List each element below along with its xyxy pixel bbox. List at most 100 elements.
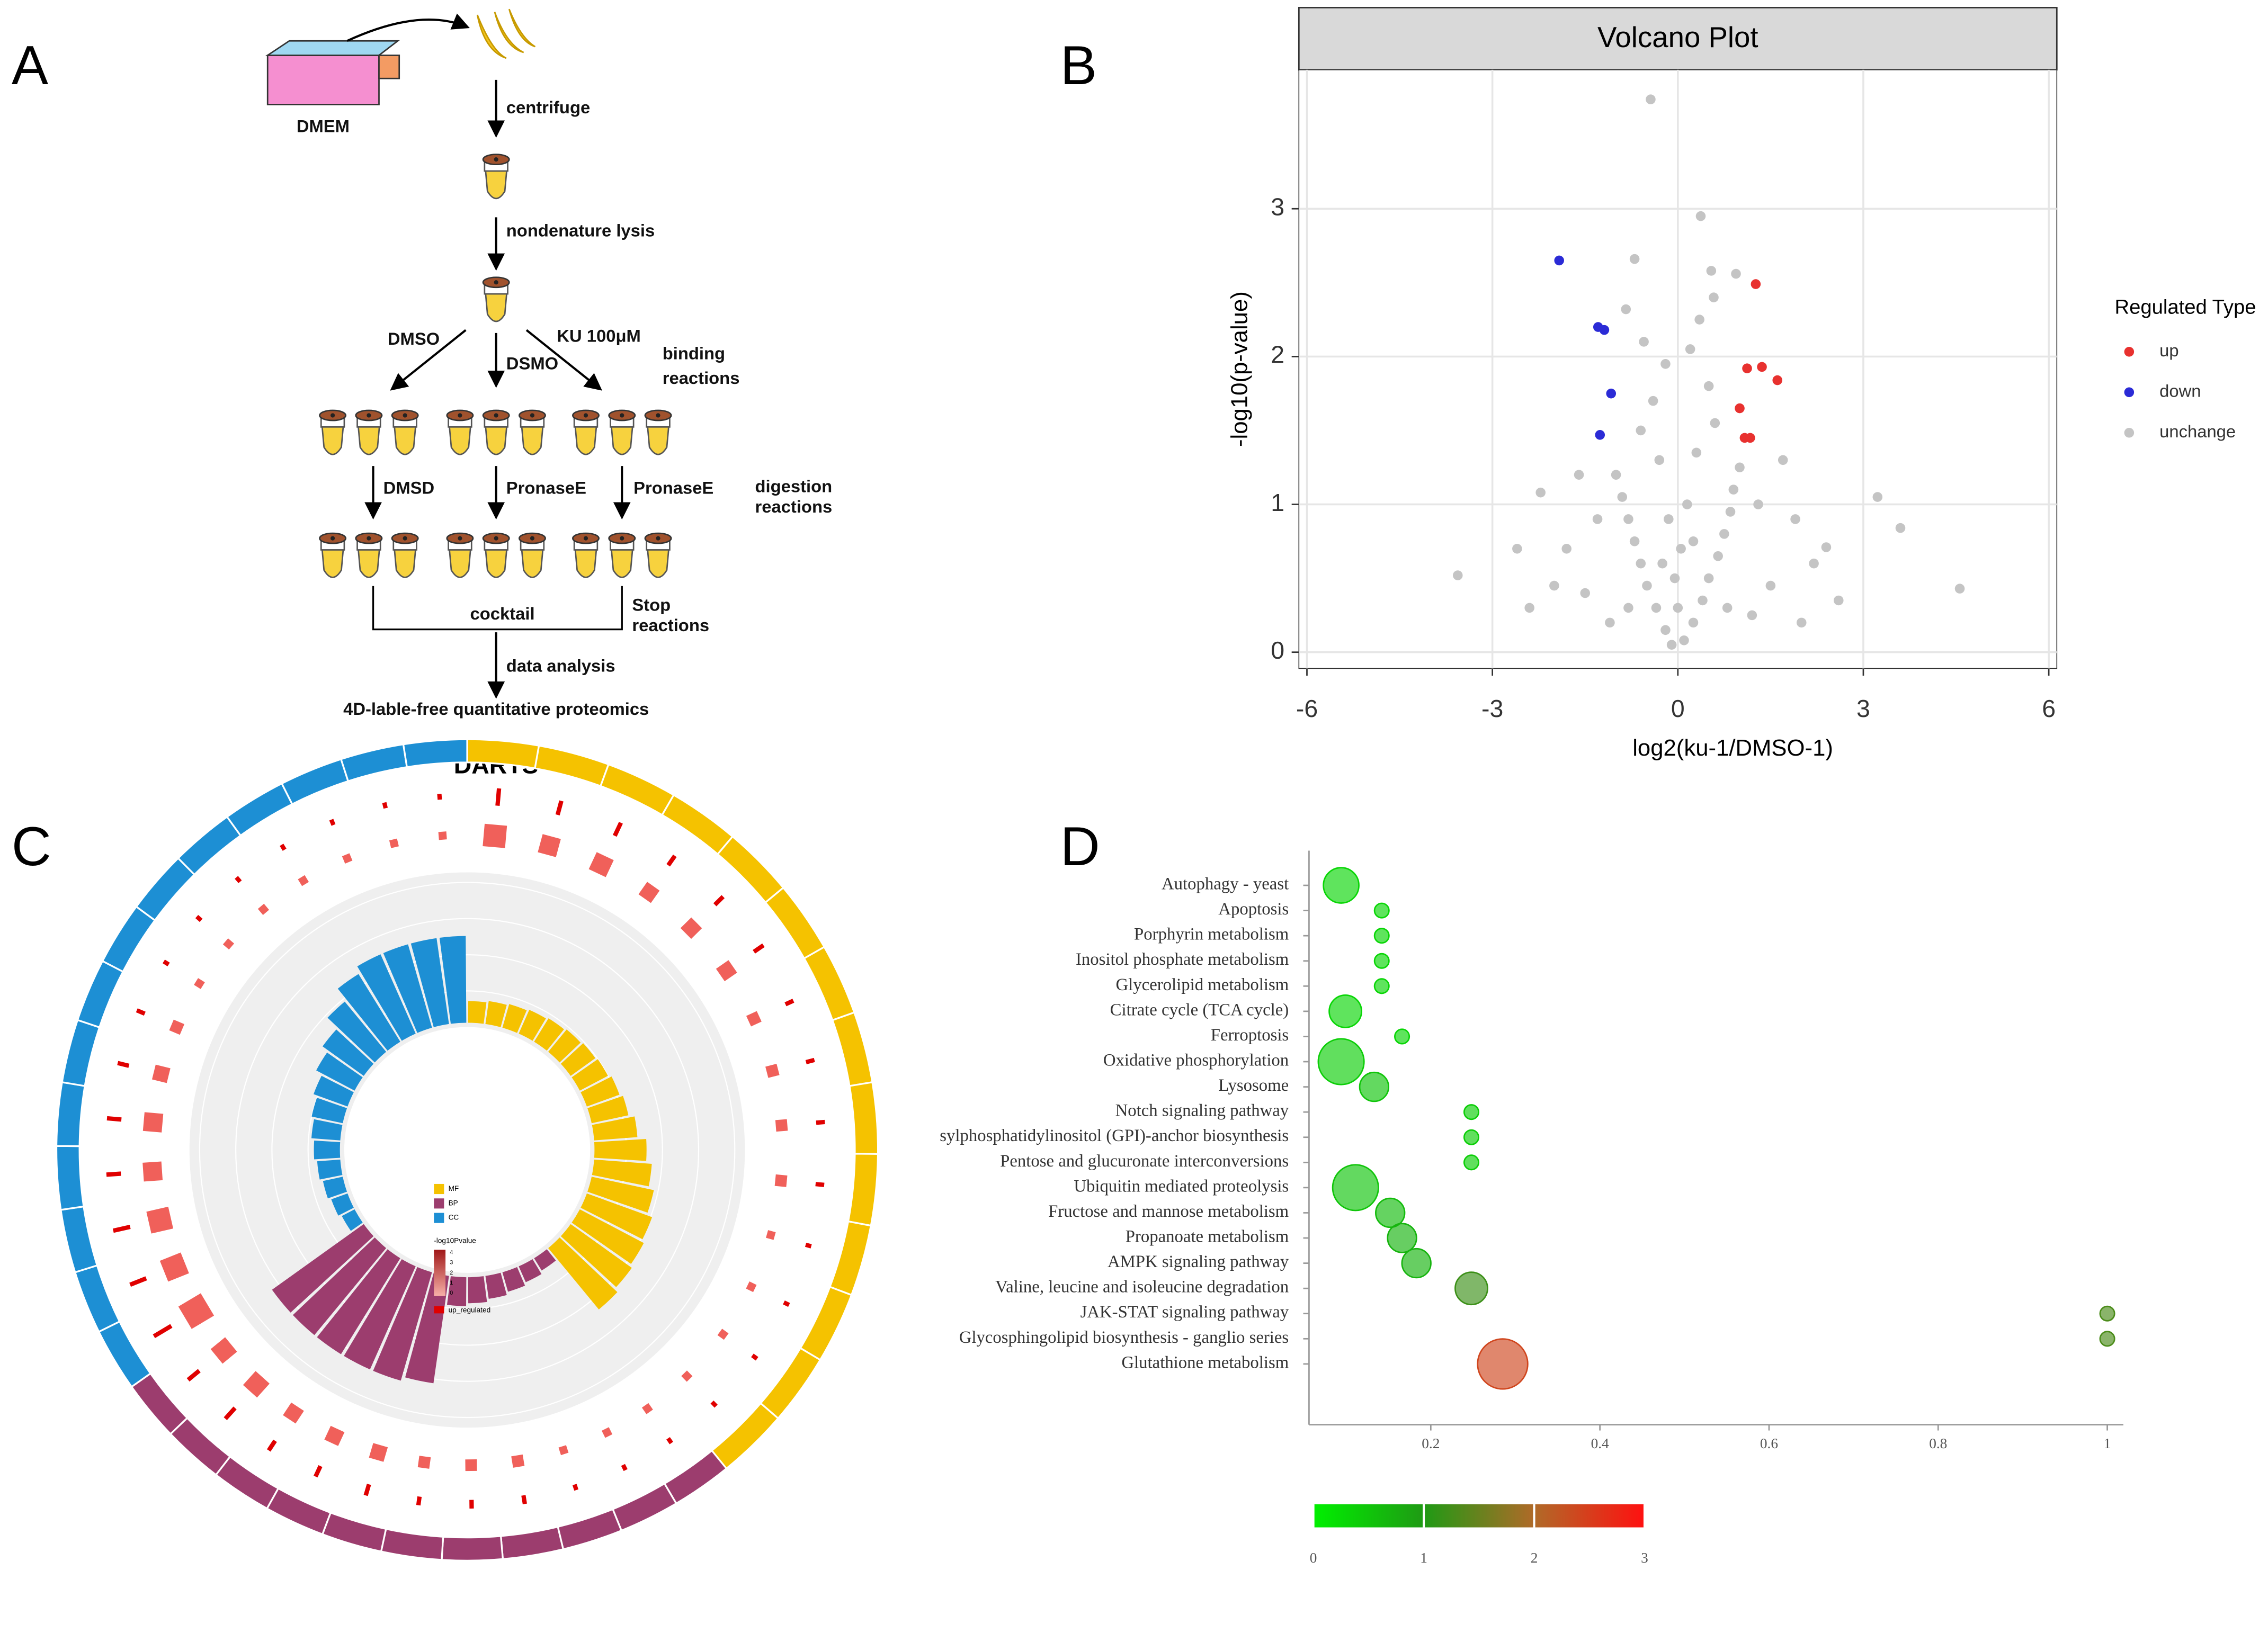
x-tick-label: 6 [2042, 695, 2056, 722]
point [1611, 470, 1621, 480]
point [1751, 279, 1761, 289]
count-mark [469, 1500, 474, 1509]
point [1580, 588, 1591, 598]
scale-tick-label: 1 [450, 1280, 453, 1286]
outer-segment [764, 886, 826, 960]
legend-swatch [434, 1306, 444, 1314]
outer-segment [74, 1264, 121, 1333]
outer-segment [803, 946, 855, 1021]
bar [447, 1276, 467, 1306]
y-tick-label: Glutathione metabolism [1121, 1353, 1289, 1372]
point [1646, 94, 1656, 104]
chart-title: Volcano Plot [1597, 21, 1758, 53]
outer-segment [849, 1081, 879, 1155]
bubble [1317, 1038, 1365, 1085]
tube-dot [656, 536, 660, 541]
legend-swatch [2124, 427, 2135, 438]
y-tick-label: Autophagy - yeast [1162, 875, 1289, 894]
bubble [1323, 867, 1360, 904]
bar [314, 1075, 354, 1107]
bubble [1394, 1028, 1410, 1045]
up-mark [257, 903, 270, 915]
outer-segment [716, 835, 785, 904]
up-mark [417, 1456, 431, 1469]
y-tick-label: Citrate cycle (TCA cycle) [1110, 1000, 1289, 1019]
count-mark [815, 1182, 825, 1187]
point [1821, 542, 1832, 552]
point [1872, 492, 1883, 502]
count-mark [224, 1406, 237, 1421]
point [1664, 514, 1674, 524]
bar [327, 1001, 387, 1063]
point [1706, 266, 1717, 276]
point [1676, 543, 1686, 554]
point [1719, 529, 1729, 539]
up-mark [465, 1459, 477, 1471]
label: reactions [663, 368, 740, 388]
bubble [1463, 1104, 1479, 1120]
point [1592, 514, 1603, 524]
up-mark [483, 823, 507, 848]
point [1742, 363, 1752, 373]
tube-dot [367, 536, 371, 541]
tube-dot [583, 413, 588, 418]
point [1605, 617, 1615, 628]
outer-segment [135, 857, 196, 922]
bar [587, 1096, 629, 1124]
tube-dot [494, 157, 498, 162]
up-mark [342, 853, 353, 864]
up-mark [243, 1371, 270, 1398]
bar [311, 1098, 347, 1124]
point [1651, 603, 1662, 613]
point [1617, 492, 1628, 502]
count-mark [495, 788, 502, 806]
point [1765, 580, 1776, 591]
bubble [1401, 1248, 1432, 1279]
legend-swatch [434, 1183, 444, 1195]
point [1709, 292, 1719, 302]
up-mark [538, 834, 561, 857]
count-mark [572, 1484, 579, 1491]
point [1666, 640, 1677, 650]
count-mark [621, 1464, 628, 1471]
count-mark [235, 876, 242, 883]
point [1691, 447, 1702, 458]
outer-segment [380, 1528, 444, 1561]
up-mark [717, 1329, 729, 1340]
up-mark [588, 852, 614, 877]
flask [266, 55, 380, 105]
bar [272, 1224, 374, 1313]
label: Stop [632, 595, 671, 615]
outer-segment [831, 1011, 873, 1087]
tube-dot [458, 536, 462, 541]
outer-segment [55, 1145, 85, 1211]
outer-segment [61, 1019, 101, 1087]
bar [534, 1018, 564, 1051]
point [1654, 455, 1665, 465]
point [1574, 470, 1584, 480]
point [1753, 499, 1763, 509]
bar [485, 1001, 507, 1027]
up-mark [775, 1119, 788, 1132]
bar [468, 1001, 487, 1024]
scale-tick-label: 3 [450, 1260, 453, 1266]
legend-label: CC [449, 1214, 459, 1222]
tube-dot [530, 413, 535, 418]
legend-swatch [2124, 347, 2135, 357]
outer-segment [799, 1286, 853, 1361]
up-mark [765, 1064, 780, 1078]
count-mark [363, 1484, 371, 1496]
point [1657, 558, 1667, 569]
outer-segment [663, 1449, 728, 1505]
point [1747, 610, 1757, 621]
x-tick-label: 3 [1856, 695, 1870, 722]
outer-segment [534, 744, 610, 787]
tube-dot [494, 280, 498, 285]
label: KU 100μM [557, 326, 640, 346]
bar [383, 944, 432, 1033]
point [1703, 381, 1714, 391]
point [1682, 499, 1692, 509]
point [1623, 514, 1633, 524]
y-tick-label: Ubiquitin mediated proteolysis [1074, 1177, 1289, 1196]
